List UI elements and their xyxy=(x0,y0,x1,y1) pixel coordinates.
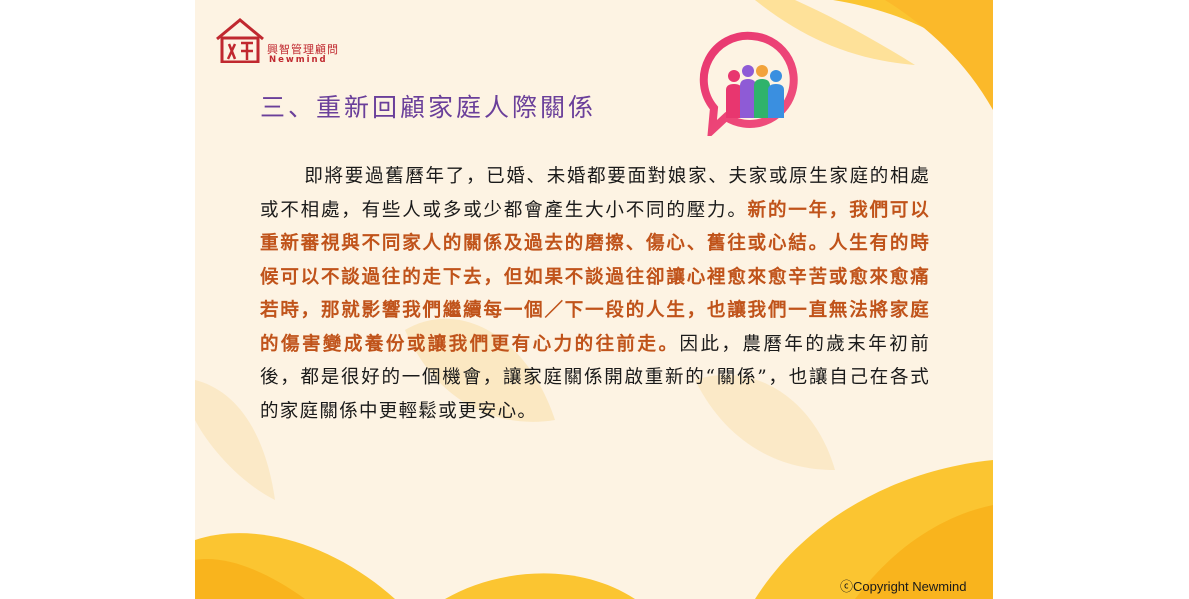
body-text-conclusion: 因此，農曆年的歲末年初前後，都是很好的一個機會，讓家庭關係開啟重新的“關係”，也… xyxy=(260,333,930,422)
logo-chinese-name: 興智管理顧問 xyxy=(267,43,339,56)
decorative-leaves xyxy=(195,0,993,599)
logo-english-name: Newmind xyxy=(269,55,328,65)
company-logo: 興智管理顧問 Newmind xyxy=(215,17,345,65)
page-title: 三、重新回顧家庭人際關係 xyxy=(260,93,597,122)
body-text-intro: 即將要過舊曆年了，已婚、未婚都要面對娘家、夫家或原生家庭的相處或不相處，有些人或… xyxy=(260,166,930,221)
body-paragraph: 即將要過舊曆年了，已婚、未婚都要面對娘家、夫家或原生家庭的相處或不相處，有些人或… xyxy=(260,160,930,428)
group-chat-icon xyxy=(699,31,798,136)
house-logo-icon xyxy=(216,18,264,63)
copyright-notice: ⓒCopyright Newmind xyxy=(840,579,967,594)
slide: 興智管理顧問 Newmind 三、重新回顧家庭人際關係 即將要過舊曆年了，已婚、… xyxy=(195,0,993,599)
body-text-highlight: 新的一年，我們可以重新審視與不同家人的關係及過去的磨擦、傷心、舊往或心結。人生有… xyxy=(260,199,931,355)
